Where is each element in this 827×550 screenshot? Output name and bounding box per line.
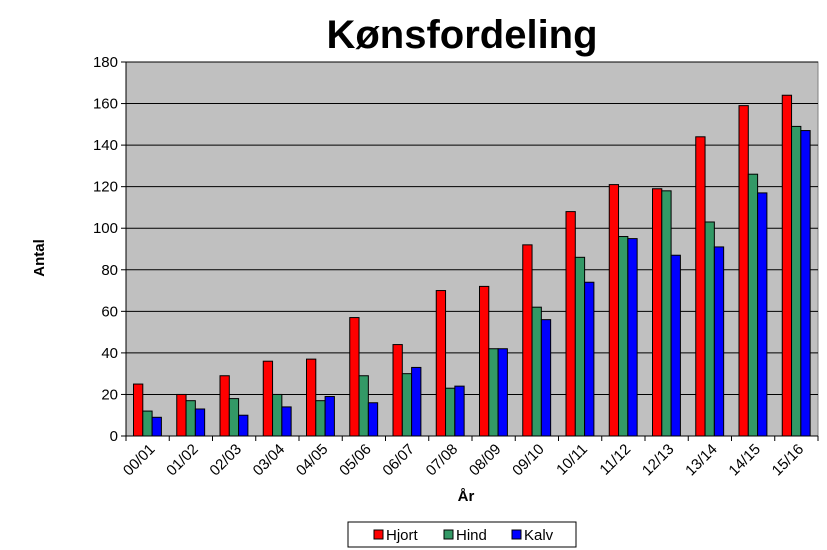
bar-kalv: [757, 192, 768, 437]
x-tick-label: 13/14: [682, 441, 721, 480]
bar-hjort: [608, 184, 620, 437]
x-tick-label: 06/07: [379, 441, 418, 480]
bar-hjort: [695, 136, 706, 437]
bar-hjort: [176, 393, 187, 437]
y-tick-label: 100: [93, 220, 118, 237]
y-tick-label: 140: [93, 137, 118, 154]
bar-hjort: [262, 360, 274, 437]
x-tick-label: 05/06: [336, 441, 375, 480]
legend-swatch: [511, 529, 522, 540]
bar-hind: [574, 256, 586, 437]
y-tick-label: 40: [101, 345, 118, 362]
bar-kalv: [670, 254, 681, 437]
bar-kalv: [194, 408, 206, 437]
x-tick-label: 02/03: [206, 441, 245, 480]
x-tick-label: 08/09: [466, 441, 505, 480]
y-tick-label: 60: [101, 303, 118, 320]
bar-hind: [747, 173, 759, 437]
bar-hjort: [652, 188, 663, 437]
bar-hjort: [479, 285, 490, 437]
bar-hind: [401, 373, 413, 437]
y-tick-label: 20: [101, 386, 118, 403]
y-tick-label: 80: [101, 262, 118, 279]
y-tick-label: 120: [93, 179, 118, 196]
bar-kalv: [411, 366, 422, 437]
x-tick-label: 09/10: [509, 441, 548, 480]
x-tick-labels: 00/01 01/02 02/03 03/04 04/05 05/06 06/07 07/08…: [120, 441, 807, 480]
bar-hjort: [781, 94, 793, 437]
bar-kalv: [367, 402, 379, 437]
axes: [121, 61, 819, 441]
x-tick-label: 11/12: [596, 441, 634, 479]
legend-label: Hjort: [386, 527, 419, 544]
legend-label: Kalv: [524, 527, 554, 544]
x-tick-label: 07/08: [423, 441, 462, 480]
legend-swatch: [373, 529, 384, 540]
bar-kalv: [497, 348, 508, 437]
bar-hind: [704, 221, 715, 437]
y-tick-labels: 0 20 40 60 80 100 120 140 160 180: [93, 54, 118, 445]
legend: Hjort Hind Kalv: [347, 521, 577, 548]
legend-label: Hind: [456, 527, 487, 544]
bar-kalv: [324, 396, 335, 437]
bar-hjort: [565, 211, 576, 437]
bar-hind: [272, 393, 283, 437]
bar-kalv: [540, 319, 552, 437]
bar-kalv: [454, 385, 465, 437]
x-tick-label: 03/04: [250, 441, 289, 480]
x-tick-label: 01/02: [163, 441, 202, 480]
bar-hjort: [219, 375, 230, 437]
bar-kalv: [281, 406, 292, 437]
x-axis-label: År: [458, 488, 475, 505]
y-tick-label: 180: [93, 54, 118, 71]
bar-hind: [315, 400, 326, 437]
bar-kalv: [151, 416, 162, 437]
bar-hjort: [435, 290, 447, 437]
bar-hind: [185, 400, 196, 437]
bar-hjort: [349, 317, 360, 437]
bar-hind: [445, 387, 456, 437]
bar-hind: [142, 410, 153, 437]
x-tick-label: 04/05: [293, 441, 332, 480]
x-tick-label: 10/11: [553, 441, 591, 479]
bar-kalv: [713, 246, 725, 437]
x-tick-label: 00/01: [120, 441, 159, 480]
bar-hind: [661, 190, 672, 437]
bar-kalv: [584, 281, 595, 437]
x-tick-label: 14/15: [725, 441, 764, 480]
legend-box: [347, 521, 577, 548]
bar-hjort: [133, 383, 144, 437]
bar-hind: [791, 125, 802, 437]
bar-hjort: [738, 105, 749, 437]
bar-hjort: [392, 344, 403, 437]
x-tick-label: 15/16: [769, 441, 808, 480]
bar-hind: [488, 348, 499, 437]
chart-title: Kønsfordeling: [326, 13, 597, 57]
bar-hind: [228, 398, 240, 437]
bar-kalv: [627, 238, 638, 437]
bar-hind: [358, 375, 369, 437]
bars: [133, 94, 811, 437]
legend-swatch: [443, 529, 454, 540]
y-axis-label: Antal: [31, 239, 48, 277]
bar-hind: [531, 306, 542, 437]
y-tick-label: 160: [93, 96, 118, 113]
bar-kalv: [238, 414, 249, 437]
y-tick-label: 0: [110, 428, 118, 445]
x-tick-label: 12/13: [639, 441, 678, 480]
bar-hjort: [306, 358, 317, 437]
bar-hind: [618, 236, 629, 437]
bar-hjort: [522, 244, 533, 437]
bar-kalv: [800, 130, 811, 437]
